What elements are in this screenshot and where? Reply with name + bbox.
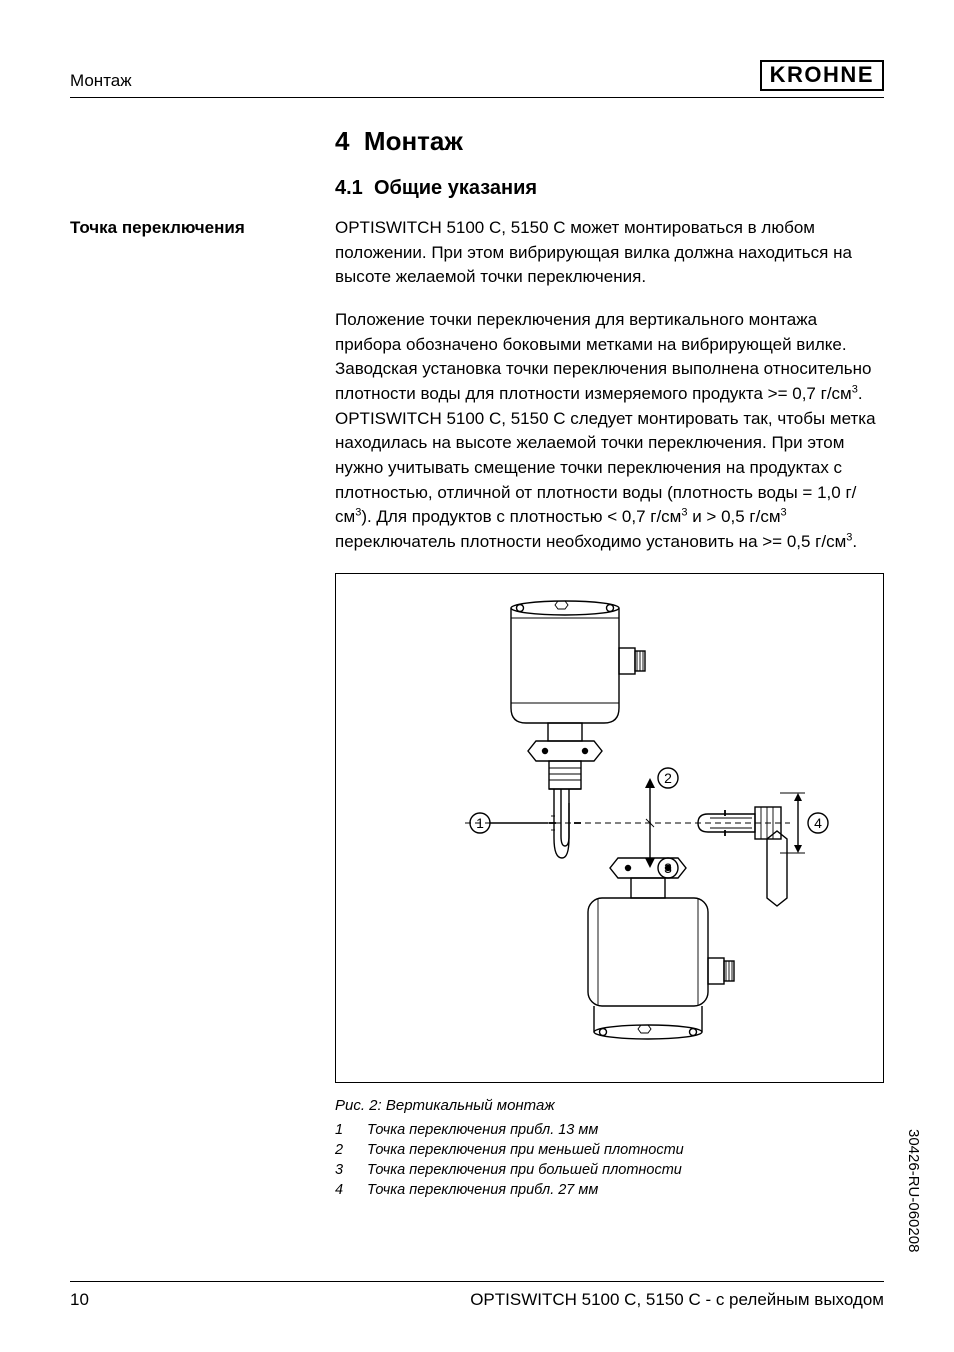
margin-label: Точка переключения	[70, 216, 335, 240]
chapter-number: 4	[335, 126, 349, 156]
legend-item: 3 Точка переключения при большей плотнос…	[335, 1160, 884, 1180]
text-run: переключатель плотности необходимо устан…	[335, 532, 846, 551]
main-column: OPTISWITCH 5100 C, 5150 C может монтиров…	[335, 216, 884, 1201]
text-run: ). Для продуктов с плотностью < 0,7 г/см	[361, 507, 681, 526]
legend-item: 2 Точка переключения при меньшей плотнос…	[335, 1140, 884, 1160]
legend-num: 2	[335, 1140, 349, 1160]
legend-text: Точка переключения прибл. 13 мм	[367, 1120, 598, 1140]
figure: 1 2 3	[335, 573, 884, 1083]
brand-logo: KROHNE	[760, 60, 884, 91]
paragraph-1: OPTISWITCH 5100 C, 5150 C может монтиров…	[335, 216, 884, 290]
section-text: Общие указания	[374, 177, 537, 199]
chapter-text: Монтаж	[364, 126, 463, 156]
callout-1-label: 1	[476, 815, 484, 831]
text-run: и > 0,5 г/см	[687, 507, 780, 526]
superscript: 3	[781, 507, 787, 519]
page: Монтаж KROHNE 4 Монтаж 4.1 Общие указани…	[0, 0, 954, 1352]
chapter-title: 4 Монтаж	[335, 126, 884, 157]
figure-svg: 1 2 3	[350, 578, 870, 1078]
legend-num: 1	[335, 1120, 349, 1140]
legend-text: Точка переключения при большей плотности	[367, 1160, 682, 1180]
callout-2-label: 2	[664, 770, 672, 786]
legend-num: 4	[335, 1180, 349, 1200]
content-grid: 4 Монтаж 4.1 Общие указания Точка перекл…	[70, 126, 884, 1201]
text-run: .	[852, 532, 857, 551]
margin-column	[70, 126, 335, 216]
main-column: 4 Монтаж 4.1 Общие указания	[335, 126, 884, 216]
text-run: . OPTISWITCH 5100 C, 5150 C следует монт…	[335, 384, 876, 526]
section-number: 4.1	[335, 177, 363, 199]
legend-num: 3	[335, 1160, 349, 1180]
legend-item: 4 Точка переключения прибл. 27 мм	[335, 1180, 884, 1200]
section-title: 4.1 Общие указания	[335, 177, 884, 200]
page-footer: 10 OPTISWITCH 5100 C, 5150 C - с релейны…	[70, 1281, 884, 1310]
paragraph-2: Положение точки переключения для вертика…	[335, 308, 884, 554]
document-code: 30426-RU-060208	[905, 1129, 922, 1252]
page-number: 10	[70, 1290, 89, 1310]
figure-legend: 1 Точка переключения прибл. 13 мм 2 Точк…	[335, 1120, 884, 1201]
figure-caption: Рис. 2: Вертикальный монтаж	[335, 1097, 884, 1114]
margin-column: Точка переключения	[70, 216, 335, 1201]
legend-text: Точка переключения при меньшей плотности	[367, 1140, 684, 1160]
legend-text: Точка переключения прибл. 27 мм	[367, 1180, 598, 1200]
footer-doc-title: OPTISWITCH 5100 C, 5150 C - с релейным в…	[470, 1290, 884, 1310]
legend-item: 1 Точка переключения прибл. 13 мм	[335, 1120, 884, 1140]
callout-4-label: 4	[814, 815, 822, 831]
text-run: Положение точки переключения для вертика…	[335, 310, 871, 403]
header-section-name: Монтаж	[70, 71, 132, 91]
page-header: Монтаж KROHNE	[70, 60, 884, 98]
